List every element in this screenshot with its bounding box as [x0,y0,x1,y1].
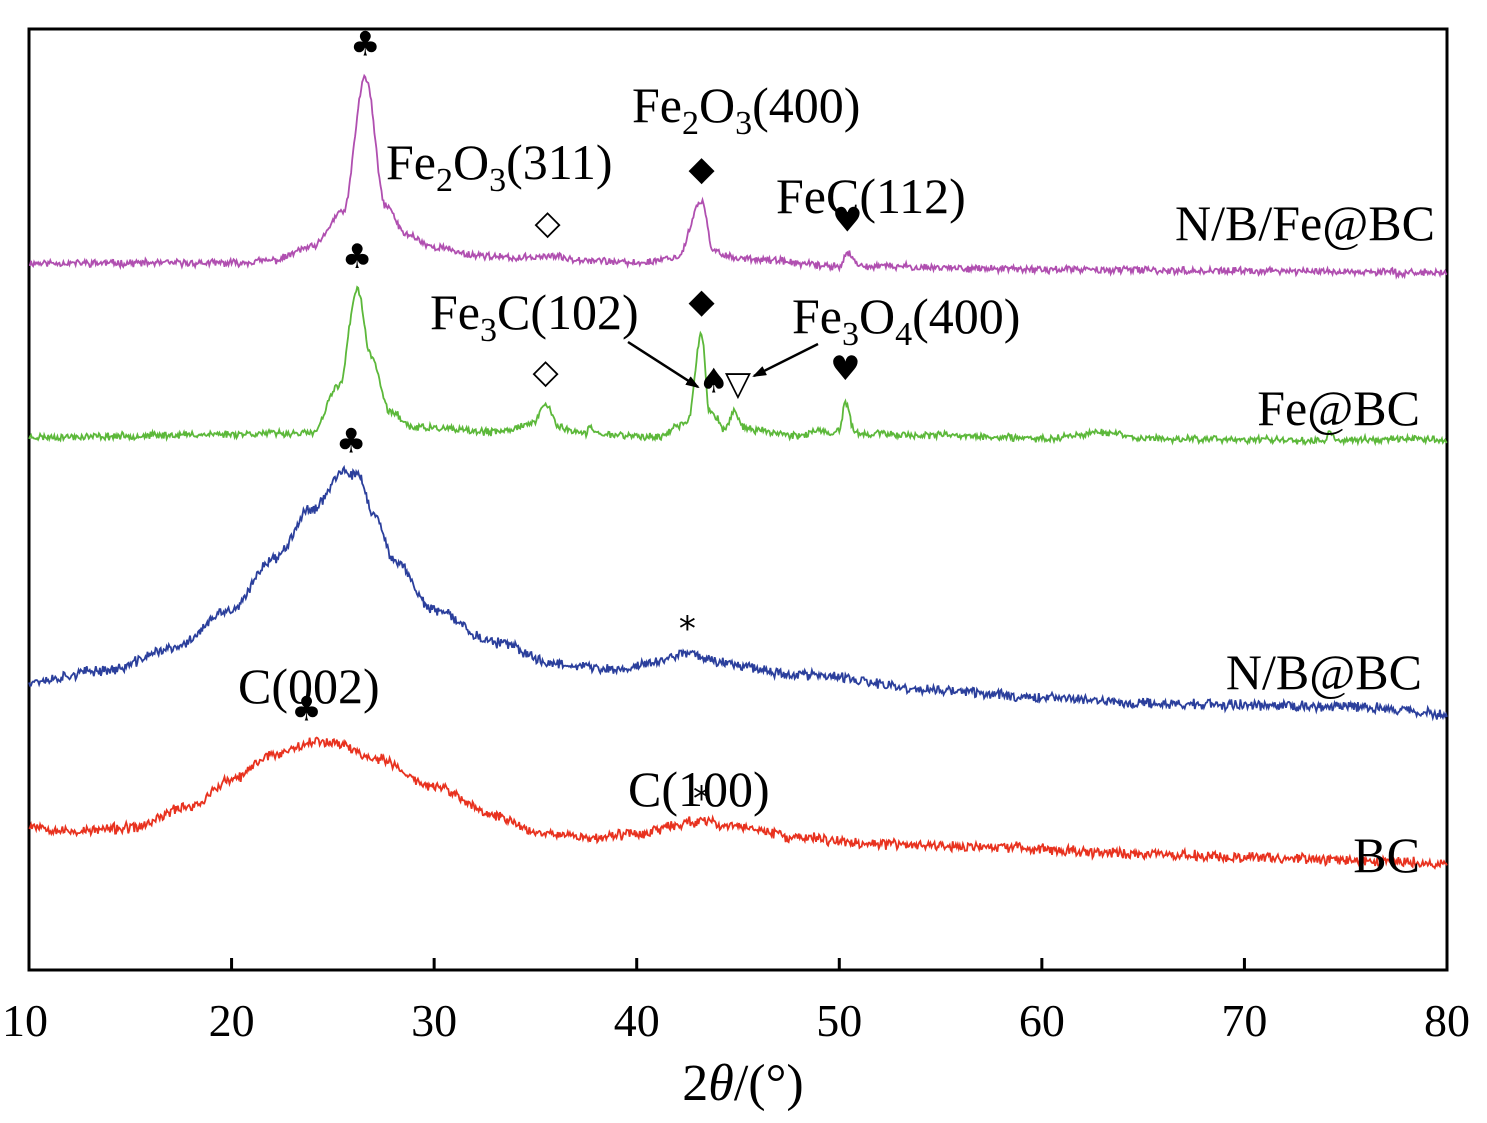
x-axis-label: 2θ/(°) [682,1055,803,1112]
x-tick-label-80: 80 [1424,995,1470,1046]
peak-marker-7: ♠ [698,362,728,402]
peak-marker-12: ♣ [291,689,321,729]
peak-marker-13: * [693,779,710,819]
annot-c-100: C(100) [628,761,770,817]
annot-c-002: C(002) [238,658,380,714]
x-tick-label-10: 10 [2,995,48,1046]
peak-marker-5: ◇ [532,352,559,392]
series-line-1 [28,285,1448,447]
peak-marker-10: ♣ [336,422,366,462]
annot-fe3o4-400: Fe3O4(400) [792,288,1020,353]
peak-marker-6: ◆ [688,282,715,322]
series-line-0 [29,73,1448,280]
peak-markers: ♣ ◇ ◆ ♥ ♣ ◇ ◆ ♠▽ ♥ ♣ * ♣ * [291,24,862,819]
arrow-fe3c [627,340,700,389]
annot-fe2o3-400: Fe2O3(400) [632,77,860,142]
peak-marker-8: ▽ [725,364,752,404]
annot-fe2o3-311: Fe2O3(311) [386,134,613,199]
x-tick-label-50: 50 [816,995,862,1046]
peak-marker-2: ◆ [688,149,715,189]
series-group [28,73,1448,871]
annot-fec-112: FeC(112) [776,168,966,224]
peak-marker-0: ♣ [350,24,380,64]
series-label-nbfebc: N/B/Fe@BC [1175,195,1435,251]
series-label-febc: Fe@BC [1257,380,1420,436]
series-label-bc: BC [1353,827,1420,883]
x-tick-label-20: 20 [209,995,255,1046]
arrow-fe3o4 [752,342,819,378]
peak-marker-3: ♥ [832,200,862,240]
plot-frame [27,27,1449,972]
peak-marker-1: ◇ [535,203,562,243]
series-line-2 [28,464,1448,722]
x-tick-label-40: 40 [614,995,660,1046]
x-axis-ticks: 10 20 30 40 50 60 70 80 [2,958,1470,1046]
x-tick-label-60: 60 [1019,995,1065,1046]
peak-marker-4: ♣ [342,237,372,277]
series-label-nbbc: N/B@BC [1226,644,1422,700]
x-tick-label-70: 70 [1221,995,1267,1046]
peak-marker-9: ♥ [830,349,860,389]
x-tick-label-30: 30 [411,995,457,1046]
annot-fe3c-102: Fe3C(102) [430,284,639,349]
series-line-3 [28,736,1448,871]
peak-marker-11: * [679,609,696,649]
